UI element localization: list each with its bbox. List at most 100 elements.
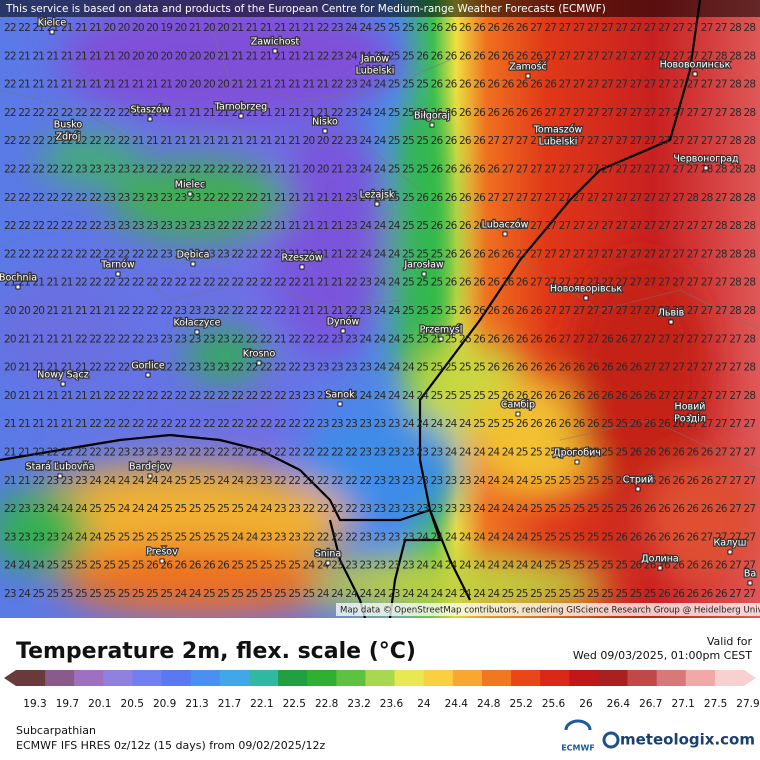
scale-swatch [714, 670, 745, 686]
region: Subcarpathian [16, 724, 96, 737]
city-label: Krosno [243, 349, 276, 360]
scale-swatch [685, 670, 716, 686]
city-label: Snina [315, 549, 342, 560]
scale-swatch [161, 670, 192, 686]
city-dot [145, 372, 151, 378]
scale-swatch [394, 670, 425, 686]
temperature-field [0, 0, 760, 615]
city-dot [657, 565, 663, 571]
city-dot [555, 136, 561, 142]
scale-tick-label: 19.3 [23, 698, 46, 710]
scale-swatch [569, 670, 599, 686]
city-dot [583, 295, 589, 301]
legend-panel: Temperature 2m, flex. scale (°C) Valid f… [4, 635, 760, 753]
brand-logo: meteologix.com [602, 731, 755, 749]
city-label: Mielec [175, 180, 205, 191]
valid-label: Valid for [707, 635, 753, 648]
city-label: Janów [360, 54, 389, 65]
city-label: Kołaczyce [174, 318, 221, 329]
city-dot [238, 113, 244, 119]
city-label: Розділ [674, 414, 706, 425]
city-dot [372, 65, 378, 71]
scale-tick-label: 19.7 [56, 698, 79, 710]
city-dot [57, 473, 63, 479]
city-label: Leżajsk [360, 190, 395, 201]
city-label: Gorlice [131, 361, 165, 372]
value-row: 21 21 21 21 21 22 22 22 22 22 22 22 22 2… [4, 277, 756, 289]
city-dot [574, 459, 580, 465]
city-label: Львів [658, 308, 685, 319]
attribution-bg [336, 603, 760, 616]
scale-swatch [423, 670, 454, 686]
city-label: Przemyśl [420, 325, 463, 336]
city-label: Ва [744, 569, 756, 580]
city-dot [299, 264, 305, 270]
value-row: 22 23 23 24 24 24 25 25 24 24 24 25 25 2… [4, 503, 756, 515]
scale-tick-label: 24.8 [477, 698, 500, 710]
city-dot [747, 580, 753, 586]
value-row: 21 21 21 21 21 21 22 22 22 22 22 22 22 2… [4, 418, 756, 430]
city-dot [515, 411, 521, 417]
admin-borders [0, 0, 760, 471]
scale-swatch [74, 670, 104, 686]
scale-tick-label: 26 [579, 698, 593, 710]
city-dot [668, 319, 674, 325]
value-row: 22 21 21 21 21 21 21 21 21 21 21 21 20 2… [4, 79, 756, 91]
city-label: Nowy Sącz [37, 370, 88, 381]
city-dot [421, 271, 427, 277]
city-label: Lubaczów [482, 220, 529, 231]
scale-swatch [452, 670, 483, 686]
city-label: Busko [54, 120, 83, 131]
ecmwf-logo: ECMWF [561, 719, 595, 753]
scale-tick-label: 20.9 [153, 698, 176, 710]
scale-swatch [132, 670, 163, 686]
city-dot [272, 48, 278, 54]
attribution: Map data © OpenStreetMap contributors, r… [340, 606, 760, 616]
scale-tick-label: 23.2 [347, 698, 370, 710]
city-dot [65, 131, 71, 137]
scale-swatch [219, 670, 250, 686]
value-row: 23 24 25 25 25 25 25 25 25 25 25 25 24 2… [4, 588, 756, 600]
value-row: 20 20 20 21 21 21 21 21 22 22 22 22 23 2… [4, 305, 756, 317]
scale-swatch [278, 670, 308, 686]
value-row: 22 22 21 21 21 21 21 20 20 20 20 19 20 2… [4, 22, 756, 34]
value-row: 22 22 22 22 22 22 22 23 23 23 23 23 23 2… [4, 220, 756, 232]
city-label: Tarnobrzeg [214, 102, 267, 113]
scale-tick-label: 20.1 [88, 698, 111, 710]
scale-tick-label: 27.1 [671, 698, 694, 710]
scale-tick-label: 26.7 [639, 698, 662, 710]
city-label: Нововолинськ [660, 60, 731, 71]
color-scale: 19.3 19.7 20.1 20.5 20.9 21.3 21.7 22.1 22.5 22.8… [4, 670, 760, 710]
city-dot [502, 231, 508, 237]
city-label: Prešov [146, 547, 178, 558]
city-label: Новий [675, 402, 706, 413]
city-label: Stará Ľubovňa [26, 462, 95, 473]
notice-bar [0, 0, 760, 17]
value-row: 20 21 21 21 21 22 22 22 22 22 23 23 23 2… [4, 333, 756, 345]
city-dot [525, 73, 531, 79]
scale-swatch [307, 670, 337, 686]
scale-swatch [190, 670, 221, 686]
scale-tick-label: 20.5 [121, 698, 144, 710]
scale-tick-label: 21.3 [185, 698, 208, 710]
city-dot [438, 336, 444, 342]
city-label: Bochnia [0, 273, 37, 284]
scale-swatch [45, 670, 75, 686]
scale-tick-label: 22.8 [315, 698, 338, 710]
scale-tick-label: 27.9 [736, 698, 759, 710]
city-dot [374, 201, 380, 207]
city-label: Долина [641, 554, 679, 565]
scale-swatch [598, 670, 629, 686]
scale-swatch [481, 670, 512, 686]
city-dot [49, 29, 55, 35]
city-dot [337, 401, 343, 407]
scale-tick-label: 24 [417, 698, 431, 710]
value-row: 22 22 22 22 22 23 23 23 23 23 22 22 22 2… [4, 164, 756, 176]
city-label: Sanok [325, 390, 355, 401]
scale-tick-label: 22.5 [283, 698, 306, 710]
scale-swatch [656, 670, 687, 686]
scale-arrow-left [4, 670, 16, 686]
scale-tick-label: 27.5 [704, 698, 727, 710]
scale-swatch [103, 670, 134, 686]
city-dot [15, 284, 21, 290]
